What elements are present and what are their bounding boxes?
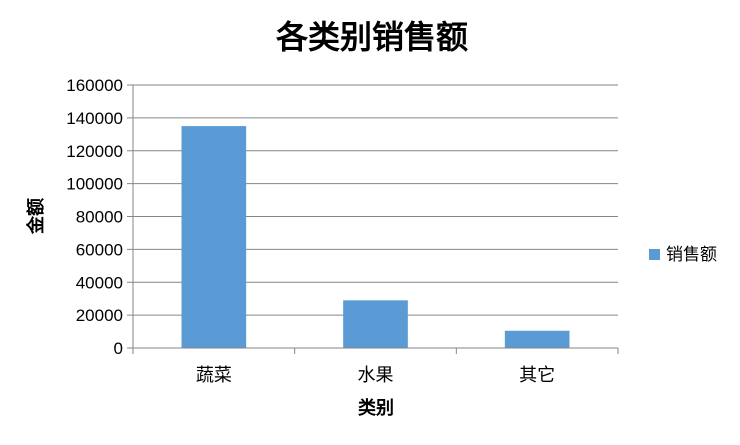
bars (181, 126, 570, 348)
y-tick-label-0: 0 (114, 339, 123, 358)
y-tick-label-6: 120000 (66, 142, 123, 161)
legend: 销售额 (649, 245, 717, 265)
chart-title: 各类别销售额 (276, 18, 468, 56)
x-category-labels: 蔬菜 水果 其它 (196, 365, 555, 386)
bar-0 (181, 126, 247, 348)
y-tick-labels: 0 20000 40000 60000 80000 100000 120000 140000 1… (66, 76, 123, 358)
y-axis-label: 金额 (25, 198, 47, 235)
legend-label: 销售额 (666, 245, 717, 265)
bar-2 (504, 330, 570, 348)
bar-1 (343, 300, 408, 348)
y-tick-label-7: 140000 (66, 109, 123, 128)
x-category-label-1: 水果 (358, 365, 394, 386)
x-category-label-0: 蔬菜 (196, 365, 232, 386)
y-tick-label-8: 160000 (66, 76, 123, 95)
legend-swatch (649, 249, 660, 260)
y-tick-label-5: 100000 (66, 175, 123, 194)
y-tick-label-1: 20000 (76, 306, 123, 325)
axes (132, 85, 619, 354)
x-axis-label: 类别 (358, 397, 394, 419)
y-tick-label-2: 40000 (76, 273, 123, 292)
y-tick-label-3: 60000 (76, 240, 123, 259)
x-category-label-2: 其它 (519, 365, 555, 386)
y-tick-label-4: 80000 (76, 208, 123, 227)
